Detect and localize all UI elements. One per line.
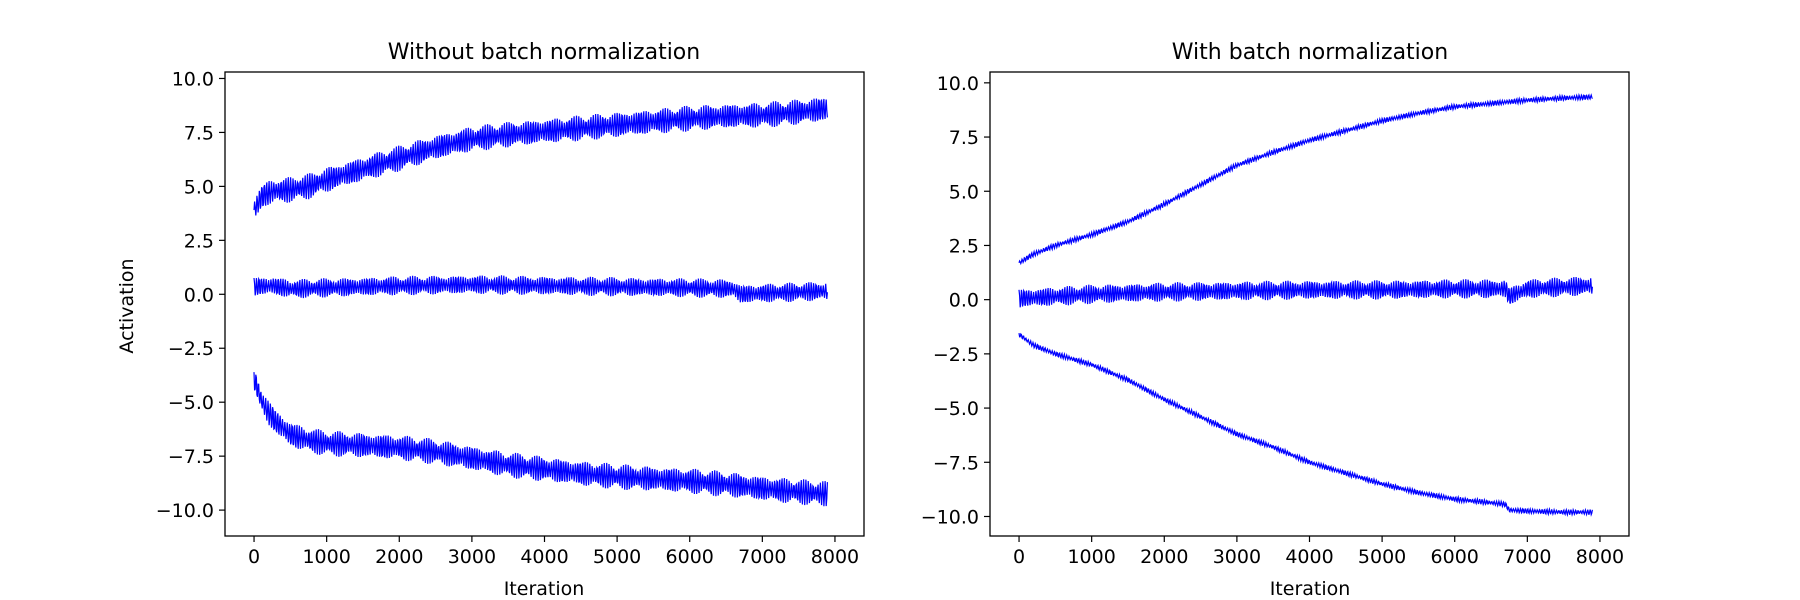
y-tick-label: 10.0: [172, 68, 214, 90]
y-tick-label: −7.5: [168, 446, 214, 468]
y-tick-label: 5.0: [949, 181, 979, 203]
x-tick-label: 2000: [375, 546, 423, 568]
y-tick-label: 7.5: [184, 122, 214, 144]
y-tick-label: −5.0: [168, 392, 214, 414]
series-line-1: [1018, 92, 1593, 266]
x-tick-label: 7000: [1503, 546, 1551, 568]
x-axis: 0 1000 2000 3000 4000 5000 6000 7000 8000: [1013, 536, 1624, 568]
chart-panel-with-batch-norm: With batch normalization 0 1000 2000 3000 40…: [921, 40, 1630, 600]
x-tick-label: 0: [248, 546, 260, 568]
y-tick-label: −2.5: [933, 344, 979, 366]
series-line-3: [1018, 332, 1593, 518]
y-tick-label: 0.0: [949, 290, 979, 312]
series-line-3: [253, 372, 828, 507]
x-axis-label: Iteration: [504, 578, 585, 600]
x-tick-label: 4000: [520, 546, 568, 568]
x-tick-label: 5000: [1358, 546, 1406, 568]
x-tick-label: 8000: [1576, 546, 1624, 568]
y-tick-label: 2.5: [184, 230, 214, 252]
series-line-2: [253, 275, 828, 303]
x-tick-label: 3000: [448, 546, 496, 568]
chart-title: Without batch normalization: [388, 40, 700, 65]
x-tick-label: 1000: [1067, 546, 1115, 568]
plot-area: [1018, 92, 1593, 518]
y-tick-label: 7.5: [949, 127, 979, 149]
x-tick-label: 7000: [738, 546, 786, 568]
x-axis: 0 1000 2000 3000 4000 5000 6000 7000 8000: [248, 536, 859, 568]
y-tick-label: 10.0: [937, 73, 979, 95]
x-tick-label: 3000: [1213, 546, 1261, 568]
x-tick-label: 0: [1013, 546, 1025, 568]
y-tick-label: 0.0: [184, 284, 214, 306]
y-tick-label: −7.5: [933, 452, 979, 474]
series-line-2: [1018, 276, 1593, 308]
x-tick-label: 6000: [666, 546, 714, 568]
y-tick-label: −5.0: [933, 398, 979, 420]
series-line-1: [253, 98, 828, 216]
y-tick-label: 5.0: [184, 176, 214, 198]
y-tick-label: −10.0: [921, 506, 979, 528]
plot-area: [253, 98, 828, 507]
y-tick-label: −10.0: [156, 500, 214, 522]
x-tick-label: 5000: [593, 546, 641, 568]
chart-panel-without-batch-norm: Without batch normalization 0 1000 2000 300…: [116, 40, 865, 600]
x-tick-label: 8000: [811, 546, 859, 568]
y-tick-label: −2.5: [168, 338, 214, 360]
x-tick-label: 2000: [1140, 546, 1188, 568]
y-axis-label: Activation: [116, 258, 138, 353]
chart-title: With batch normalization: [1172, 40, 1448, 65]
y-tick-label: 2.5: [949, 235, 979, 257]
x-tick-label: 4000: [1285, 546, 1333, 568]
y-axis: 10.0 7.5 5.0 2.5 0.0 −2.5 −5.0 −7.5 −10.0: [156, 68, 225, 522]
x-tick-label: 6000: [1431, 546, 1479, 568]
x-axis-label: Iteration: [1270, 578, 1351, 600]
y-axis: 10.0 7.5 5.0 2.5 0.0 −2.5 −5.0 −7.5 −10.0: [921, 73, 990, 528]
x-tick-label: 1000: [302, 546, 350, 568]
